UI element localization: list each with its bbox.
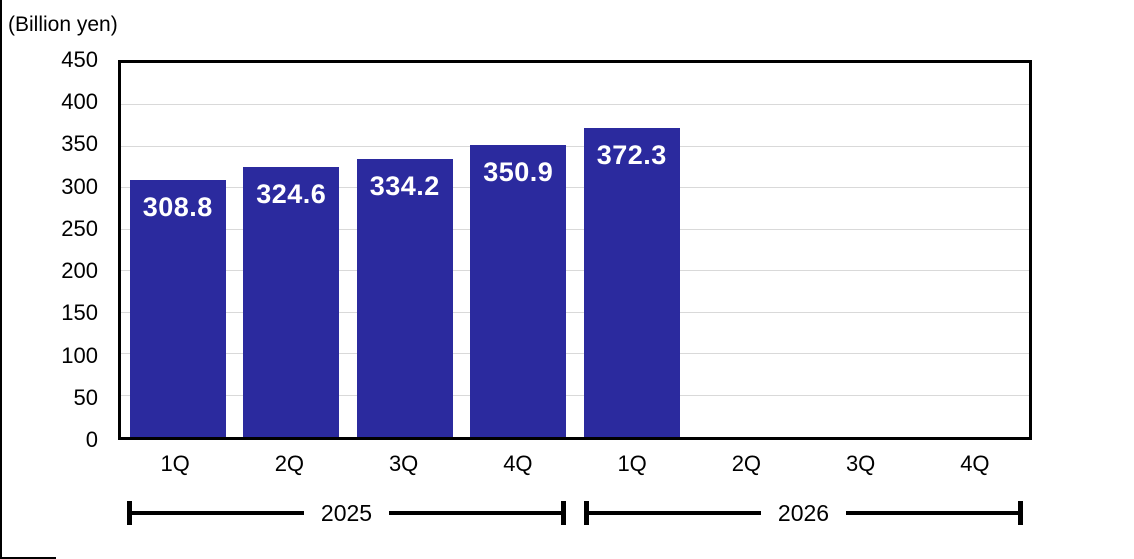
x-tick-label: 1Q bbox=[160, 451, 190, 476]
y-tick-label: 200 bbox=[61, 258, 98, 284]
gridline bbox=[121, 145, 1029, 147]
x-tick-label: 2Q bbox=[274, 451, 305, 476]
bar-value-label: 308.8 bbox=[142, 192, 213, 223]
bracket-line bbox=[846, 511, 1019, 515]
gridline bbox=[121, 394, 1029, 396]
bracket-end-cap bbox=[1018, 501, 1024, 525]
bracket-line bbox=[389, 511, 562, 515]
gridline bbox=[121, 353, 1029, 355]
bar-value-label: 372.3 bbox=[596, 139, 667, 170]
y-tick-label: 150 bbox=[61, 300, 98, 326]
x-tick-label: 4Q bbox=[960, 451, 990, 476]
year-bracket: 2026 bbox=[584, 500, 1024, 526]
bar: 324.6 bbox=[243, 167, 340, 437]
bar-value-label: 334.2 bbox=[369, 171, 440, 202]
y-tick-label: 300 bbox=[61, 173, 98, 199]
plot-area: 308.8 324.6 334.2 350.9 372.3 bbox=[118, 60, 1032, 440]
bracket-end-cap bbox=[584, 501, 589, 525]
y-tick-label: 100 bbox=[61, 342, 98, 368]
x-tick-label: 4Q bbox=[503, 451, 533, 476]
bracket-line bbox=[589, 511, 761, 515]
y-tick-label: 50 bbox=[73, 384, 98, 410]
gridline bbox=[121, 228, 1029, 230]
bar: 334.2 bbox=[356, 159, 453, 437]
gridline bbox=[121, 187, 1029, 189]
x-tick-label: 3Q bbox=[388, 451, 419, 476]
bar: 308.8 bbox=[129, 180, 226, 437]
gridline bbox=[121, 104, 1029, 106]
bottom-left-edge-line bbox=[0, 557, 56, 559]
x-tick-label: 2Q bbox=[731, 451, 762, 476]
year-label: 2025 bbox=[320, 500, 373, 526]
bracket-line bbox=[132, 511, 304, 515]
y-tick-label: 250 bbox=[61, 215, 98, 241]
bar-value-label: 350.9 bbox=[483, 157, 554, 188]
y-tick-label: 350 bbox=[61, 131, 98, 157]
bar: 350.9 bbox=[470, 145, 567, 437]
x-tick-label: 3Q bbox=[845, 451, 876, 476]
y-axis-unit-label: (Billion yen) bbox=[8, 13, 118, 36]
y-tick-label: 400 bbox=[61, 89, 98, 115]
bar-value-label: 324.6 bbox=[256, 179, 327, 210]
year-label: 2026 bbox=[777, 500, 830, 526]
y-tick-label: 0 bbox=[85, 427, 98, 452]
gridline bbox=[121, 270, 1029, 272]
bracket-end-cap bbox=[561, 501, 567, 525]
gridline bbox=[121, 311, 1029, 313]
bar: 372.3 bbox=[583, 127, 680, 437]
bracket-end-cap bbox=[127, 501, 132, 525]
x-tick-label: 1Q bbox=[617, 451, 647, 476]
left-edge-line bbox=[0, 0, 2, 559]
y-tick-label: 450 bbox=[61, 47, 98, 72]
year-bracket: 2025 bbox=[127, 500, 567, 526]
